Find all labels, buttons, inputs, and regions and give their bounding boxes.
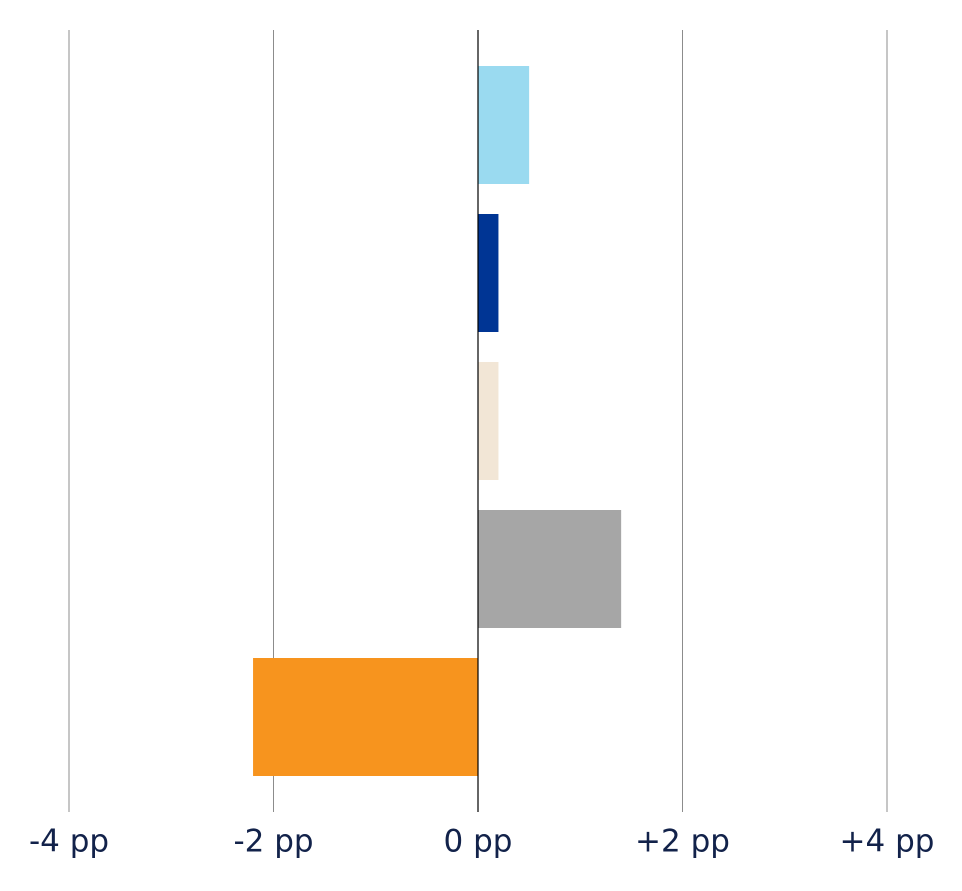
bar [478, 510, 622, 628]
bar [478, 362, 499, 480]
x-tick-label: +4 pp [840, 824, 935, 860]
bar [478, 214, 499, 332]
bar [253, 658, 478, 776]
x-tick-label: -2 pp [233, 824, 313, 860]
bar [478, 66, 530, 184]
x-tick-label: +2 pp [635, 824, 730, 860]
x-tick-label: 0 pp [444, 824, 513, 860]
x-tick-label: -4 pp [29, 824, 109, 860]
